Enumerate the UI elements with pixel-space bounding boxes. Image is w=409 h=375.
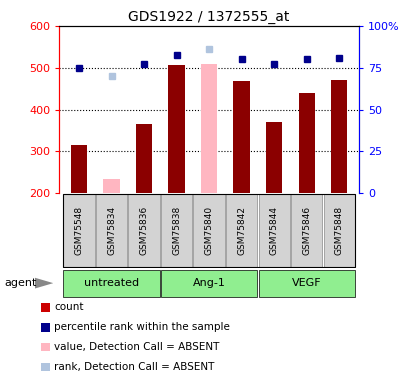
Text: GSM75846: GSM75846 [301,206,310,255]
Bar [71,145,87,193]
Text: GSM75548: GSM75548 [74,206,83,255]
Text: GSM75834: GSM75834 [107,206,116,255]
FancyBboxPatch shape [161,194,192,267]
FancyBboxPatch shape [290,194,321,267]
Bar [200,64,217,193]
Text: VEGF: VEGF [291,278,321,288]
FancyBboxPatch shape [63,194,94,267]
Polygon shape [35,278,53,288]
FancyBboxPatch shape [225,194,256,267]
Text: rank, Detection Call = ABSENT: rank, Detection Call = ABSENT [54,362,214,372]
FancyBboxPatch shape [193,194,224,267]
Title: GDS1922 / 1372555_at: GDS1922 / 1372555_at [128,10,289,24]
Bar [233,81,249,193]
Text: agent: agent [4,278,36,288]
Text: GSM75840: GSM75840 [204,206,213,255]
Bar [298,93,314,193]
Text: GSM75842: GSM75842 [236,206,245,255]
Bar [330,81,346,193]
Bar [103,179,119,193]
Text: Ang-1: Ang-1 [192,278,225,288]
Bar [265,122,282,193]
FancyBboxPatch shape [323,194,354,267]
FancyBboxPatch shape [63,270,159,297]
Text: untreated: untreated [84,278,139,288]
FancyBboxPatch shape [258,194,289,267]
Bar [168,65,184,193]
Text: GSM75848: GSM75848 [334,206,343,255]
Text: GSM75838: GSM75838 [172,206,181,255]
Text: value, Detection Call = ABSENT: value, Detection Call = ABSENT [54,342,219,352]
Bar [135,124,152,193]
Text: GSM75844: GSM75844 [269,206,278,255]
Text: GSM75836: GSM75836 [139,206,148,255]
FancyBboxPatch shape [96,194,127,267]
FancyBboxPatch shape [161,270,256,297]
FancyBboxPatch shape [258,270,354,297]
FancyBboxPatch shape [128,194,159,267]
Text: count: count [54,303,83,312]
Text: percentile rank within the sample: percentile rank within the sample [54,322,229,332]
